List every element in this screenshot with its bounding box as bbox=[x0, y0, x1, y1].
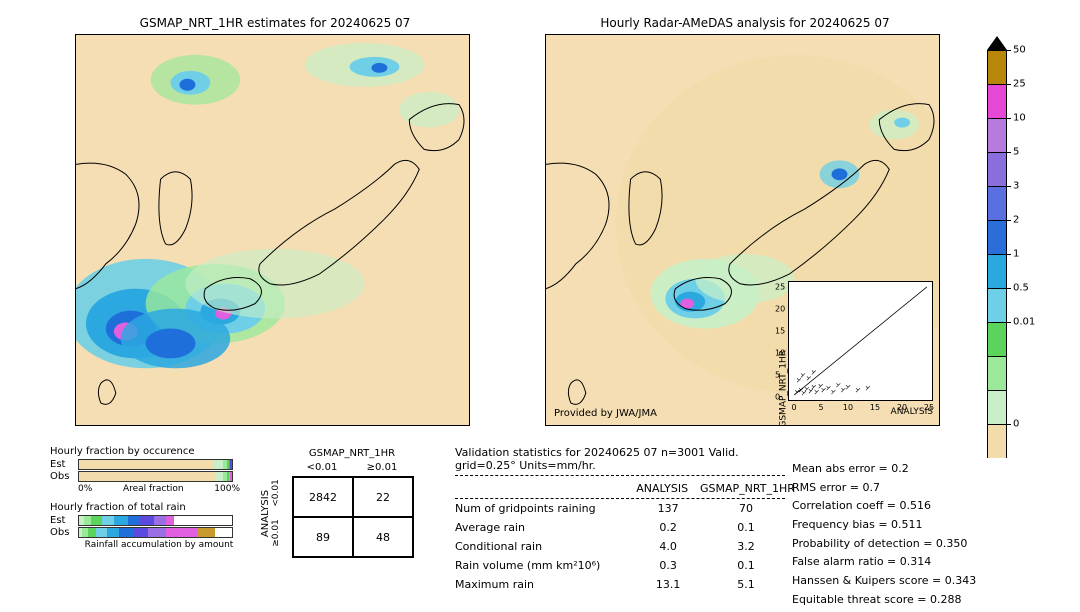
frac-occ-xleft: 0% bbox=[78, 484, 92, 494]
scatter-ytick: 20 bbox=[775, 305, 785, 314]
right-map: 00551010151520202525 ANALYSIS GSMAP_NRT_… bbox=[545, 34, 940, 426]
metric-row: Correlation coeff = 0.516 bbox=[792, 497, 976, 516]
right-map-title: Hourly Radar-AMeDAS analysis for 2024062… bbox=[545, 16, 945, 30]
val-colhead-1: GSMAP_NRT_1HR bbox=[700, 482, 785, 495]
colorbar-segment bbox=[987, 424, 1007, 458]
validation-row: Average rain0.20.1 bbox=[455, 518, 785, 537]
colorbar-segment bbox=[987, 118, 1007, 152]
scatter-xtick: 10 bbox=[843, 403, 853, 412]
frac-row-label: Est bbox=[50, 515, 78, 526]
colorbar-tick: 0.01 bbox=[1013, 317, 1035, 328]
metric-row: False alarm ratio = 0.314 bbox=[792, 553, 976, 572]
colorbar-arrow bbox=[987, 36, 1007, 50]
cm-row-header: ANALYSIS bbox=[260, 490, 271, 537]
cm-cell-10: 89 bbox=[293, 517, 353, 557]
left-map: 125°E130°E135°E140°E145°E25°N30°N35°N40°… bbox=[75, 34, 470, 426]
cm-cell-11: 48 bbox=[353, 517, 413, 557]
colorbar-tick: 0.5 bbox=[1013, 283, 1029, 294]
metric-row: Frequency bias = 0.511 bbox=[792, 516, 976, 535]
frac-occ-xcenter: Areal fraction bbox=[92, 484, 214, 494]
frac-bar bbox=[78, 471, 233, 482]
scatter-ylabel: GSMAP_NRT_1HR bbox=[779, 350, 789, 426]
colorbar-segment bbox=[987, 50, 1007, 84]
colorbar: 50251053210.50.010 bbox=[987, 36, 1007, 458]
metric-row: RMS error = 0.7 bbox=[792, 479, 976, 498]
colorbar-segment bbox=[987, 254, 1007, 288]
left-map-canvas bbox=[76, 35, 469, 425]
metric-row: Mean abs error = 0.2 bbox=[792, 460, 976, 479]
scatter-xtick: 0 bbox=[791, 403, 796, 412]
colorbar-segment bbox=[987, 152, 1007, 186]
frac-bar bbox=[78, 459, 233, 470]
colorbar-segment bbox=[987, 186, 1007, 220]
colorbar-segment bbox=[987, 288, 1007, 322]
cm-row-label-0: <0.01 bbox=[271, 479, 281, 507]
colorbar-tick: 2 bbox=[1013, 215, 1019, 226]
frac-rain-xlabel: Rainfall accumulation by amount bbox=[78, 540, 240, 550]
validation-row: Maximum rain13.15.1 bbox=[455, 575, 785, 594]
cm-col-header: GSMAP_NRT_1HR bbox=[292, 448, 412, 459]
scatter-plot: 00551010151520202525 bbox=[788, 281, 933, 401]
validation-row: Rain volume (mm km²10⁶)0.30.1 bbox=[455, 556, 785, 575]
colorbar-segment bbox=[987, 356, 1007, 390]
validation-row: Num of gridpoints raining13770 bbox=[455, 499, 785, 518]
frac-bar bbox=[78, 527, 233, 538]
left-map-title: GSMAP_NRT_1HR estimates for 20240625 07 bbox=[75, 16, 475, 30]
frac-row-label: Obs bbox=[50, 471, 78, 482]
frac-row-label: Est bbox=[50, 459, 78, 470]
map-credit: Provided by JWA/JMA bbox=[554, 408, 657, 419]
cm-col-label-0: <0.01 bbox=[292, 462, 352, 473]
metric-row: Probability of detection = 0.350 bbox=[792, 535, 976, 554]
frac-occ-xright: 100% bbox=[214, 484, 240, 494]
cm-col-label-1: ≥0.01 bbox=[352, 462, 412, 473]
colorbar-segment bbox=[987, 390, 1007, 424]
colorbar-tick: 5 bbox=[1013, 147, 1019, 158]
colorbar-segment bbox=[987, 84, 1007, 118]
colorbar-tick: 25 bbox=[1013, 79, 1026, 90]
scatter-ytick: 15 bbox=[775, 327, 785, 336]
frac-occ-title: Hourly fraction by occurence bbox=[50, 446, 240, 457]
scatter-xlabel: ANALYSIS bbox=[891, 407, 933, 417]
scatter-ytick: 25 bbox=[775, 283, 785, 292]
colorbar-tick: 10 bbox=[1013, 113, 1026, 124]
colorbar-segment bbox=[987, 322, 1007, 356]
validation-title: Validation statistics for 20240625 07 n=… bbox=[455, 446, 785, 472]
colorbar-tick: 50 bbox=[1013, 45, 1026, 56]
metric-row: Hanssen & Kuipers score = 0.343 bbox=[792, 572, 976, 591]
colorbar-segment bbox=[987, 220, 1007, 254]
frac-bar bbox=[78, 515, 233, 526]
colorbar-tick: 1 bbox=[1013, 249, 1019, 260]
val-colhead-0: ANALYSIS bbox=[624, 482, 700, 495]
colorbar-tick: 3 bbox=[1013, 181, 1019, 192]
scatter-xtick: 15 bbox=[870, 403, 880, 412]
metric-row: Equitable threat score = 0.288 bbox=[792, 591, 976, 610]
cm-cell-00: 2842 bbox=[293, 477, 353, 517]
colorbar-tick: 0 bbox=[1013, 419, 1019, 430]
frac-row-label: Obs bbox=[50, 527, 78, 538]
scatter-xtick: 5 bbox=[818, 403, 823, 412]
cm-cell-01: 22 bbox=[353, 477, 413, 517]
validation-row: Conditional rain4.03.2 bbox=[455, 537, 785, 556]
cm-row-label-1: ≥0.01 bbox=[271, 519, 281, 547]
frac-rain-title: Hourly fraction of total rain bbox=[50, 502, 240, 513]
